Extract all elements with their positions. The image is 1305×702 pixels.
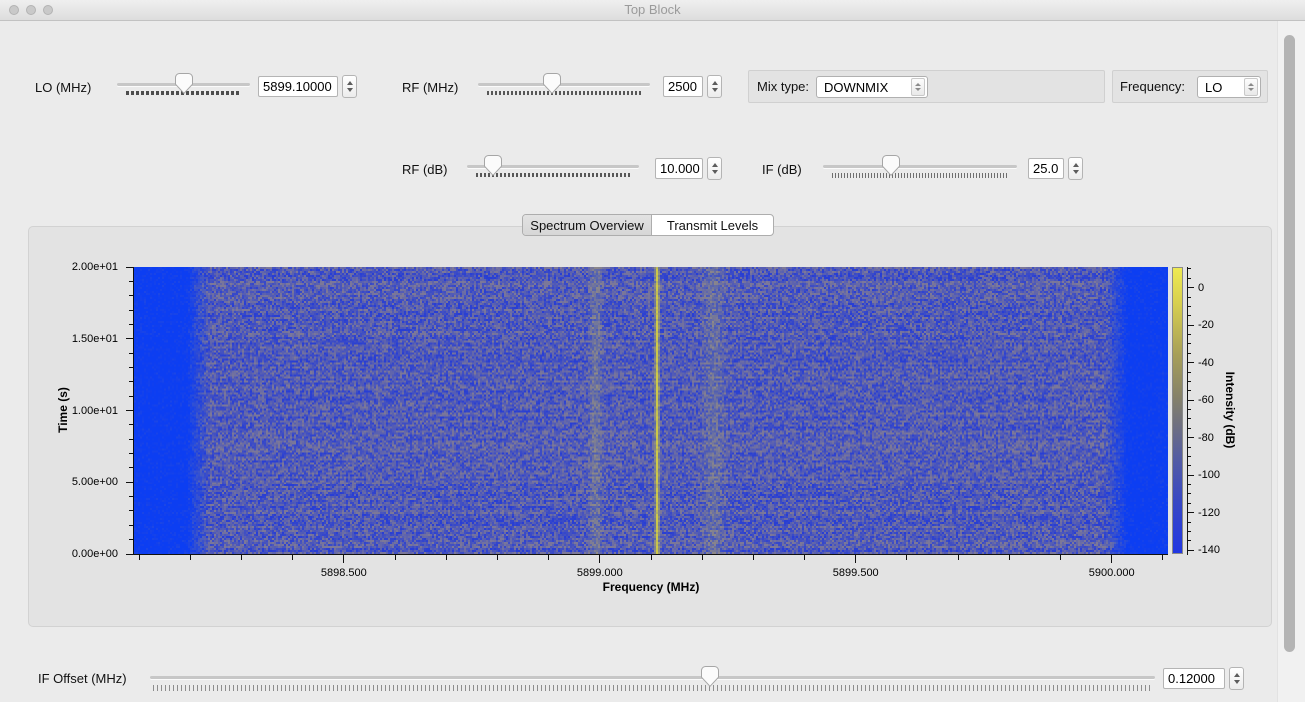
rf-gain-step-up-icon[interactable]	[712, 163, 718, 167]
if-offset-step-up-icon[interactable]	[1234, 673, 1240, 677]
rf-freq-slider-track[interactable]	[478, 83, 650, 86]
vertical-scrollbar[interactable]	[1277, 21, 1305, 702]
lo-step-up-icon[interactable]	[347, 81, 353, 85]
if-gain-slider[interactable]	[823, 152, 1017, 182]
frequency-dropdown[interactable]: LO	[1197, 76, 1261, 98]
mix-type-dropdown-arrows-icon[interactable]	[911, 78, 925, 96]
x-axis-title: Frequency (MHz)	[603, 580, 700, 594]
rf-freq-step-up-icon[interactable]	[712, 81, 718, 85]
rf-gain-label: RF (dB)	[402, 162, 448, 177]
rf-freq-slider-ticks	[487, 91, 641, 95]
if-gain-slider-handle[interactable]	[882, 155, 900, 176]
lo-value-field[interactable]: 5899.10000	[258, 76, 338, 97]
if-gain-slider-ticks	[832, 173, 1008, 178]
tab-spectrum-overview[interactable]: Spectrum Overview	[523, 215, 651, 235]
lo-slider[interactable]	[117, 70, 250, 100]
colorbar-title: Intensity (dB)	[1223, 372, 1237, 449]
window-title: Top Block	[0, 0, 1305, 20]
rf-gain-stepper[interactable]	[707, 157, 722, 180]
if-offset-slider-ticks	[153, 685, 1152, 691]
frequency-dropdown-arrows-icon[interactable]	[1244, 78, 1258, 96]
rf-freq-value-field[interactable]: 2500	[663, 76, 703, 97]
if-gain-label: IF (dB)	[762, 162, 802, 177]
vertical-scrollbar-thumb[interactable]	[1284, 35, 1295, 652]
view-tabs: Spectrum Overview Transmit Levels	[522, 214, 774, 236]
if-gain-stepper[interactable]	[1068, 157, 1083, 180]
mix-type-label: Mix type:	[757, 79, 809, 94]
waterfall-plot	[134, 267, 1168, 554]
if-offset-step-down-icon[interactable]	[1234, 680, 1240, 684]
intensity-colorbar	[1172, 267, 1183, 554]
rf-freq-stepper[interactable]	[707, 75, 722, 98]
close-window-icon[interactable]	[9, 5, 19, 15]
if-offset-value-field[interactable]: 0.12000	[1163, 668, 1225, 689]
mix-type-selected-value: DOWNMIX	[817, 80, 911, 95]
frequency-selected-value: LO	[1198, 80, 1244, 95]
lo-step-down-icon[interactable]	[347, 88, 353, 92]
rf-gain-value-field[interactable]: 10.000	[655, 158, 703, 179]
if-gain-step-down-icon[interactable]	[1073, 170, 1079, 174]
rf-gain-slider-handle[interactable]	[484, 155, 502, 176]
minimize-window-icon[interactable]	[26, 5, 36, 15]
lo-stepper[interactable]	[342, 75, 357, 98]
mix-type-dropdown[interactable]: DOWNMIX	[816, 76, 928, 98]
if-offset-slider-track[interactable]	[150, 676, 1155, 679]
frequency-group: Frequency: LO	[1112, 70, 1268, 103]
frequency-label: Frequency:	[1120, 79, 1185, 94]
tab-transmit-levels[interactable]: Transmit Levels	[651, 215, 773, 235]
if-gain-value-field[interactable]: 25.0	[1028, 158, 1064, 179]
rf-gain-slider[interactable]	[467, 152, 639, 182]
if-offset-stepper[interactable]	[1229, 667, 1244, 690]
rf-freq-label: RF (MHz)	[402, 80, 458, 95]
if-offset-slider[interactable]	[150, 663, 1155, 695]
mix-type-group: Mix type: DOWNMIX	[748, 70, 1105, 103]
y-axis-title: Time (s)	[56, 387, 70, 433]
lo-label: LO (MHz)	[35, 80, 91, 95]
if-offset-label: IF Offset (MHz)	[38, 671, 127, 686]
if-gain-slider-track[interactable]	[823, 165, 1017, 168]
rf-freq-slider[interactable]	[478, 70, 650, 100]
zoom-window-icon[interactable]	[43, 5, 53, 15]
if-gain-step-up-icon[interactable]	[1073, 163, 1079, 167]
if-offset-slider-handle[interactable]	[701, 666, 719, 687]
rf-freq-step-down-icon[interactable]	[712, 88, 718, 92]
rf-freq-slider-handle[interactable]	[543, 73, 561, 94]
lo-slider-handle[interactable]	[175, 73, 193, 94]
rf-gain-step-down-icon[interactable]	[712, 170, 718, 174]
title-bar: Top Block	[0, 0, 1305, 21]
